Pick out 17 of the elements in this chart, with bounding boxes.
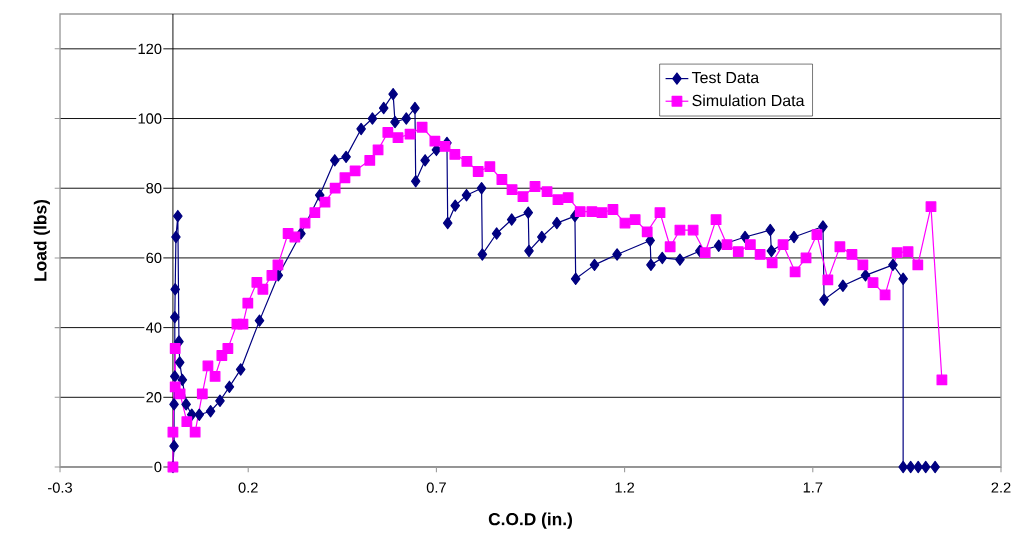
x-tick-label: 0.7 [426, 482, 446, 493]
y-tick-label: 100 [138, 113, 162, 124]
y-tick-label: 20 [146, 392, 162, 403]
y-tick-label: 40 [146, 322, 162, 333]
y-tick-label: 120 [138, 43, 162, 55]
x-tick-label: 1.2 [615, 482, 635, 493]
y-axis-title: Load (lbs) [33, 199, 50, 281]
y-tick-label: 0 [154, 461, 162, 473]
y-tick-label: 60 [146, 252, 162, 264]
x-tick-label: 0.2 [238, 482, 258, 493]
x-axis-title: C.O.D (in.) [488, 512, 573, 529]
x-tick-label: -0.3 [48, 482, 72, 493]
x-tick-label: 2.2 [991, 482, 1011, 493]
legend-label: Simulation Data [692, 94, 805, 107]
x-tick-label: 1.7 [803, 482, 823, 493]
legend-label: Test Data [691, 72, 760, 84]
y-tick-label: 80 [146, 183, 162, 194]
